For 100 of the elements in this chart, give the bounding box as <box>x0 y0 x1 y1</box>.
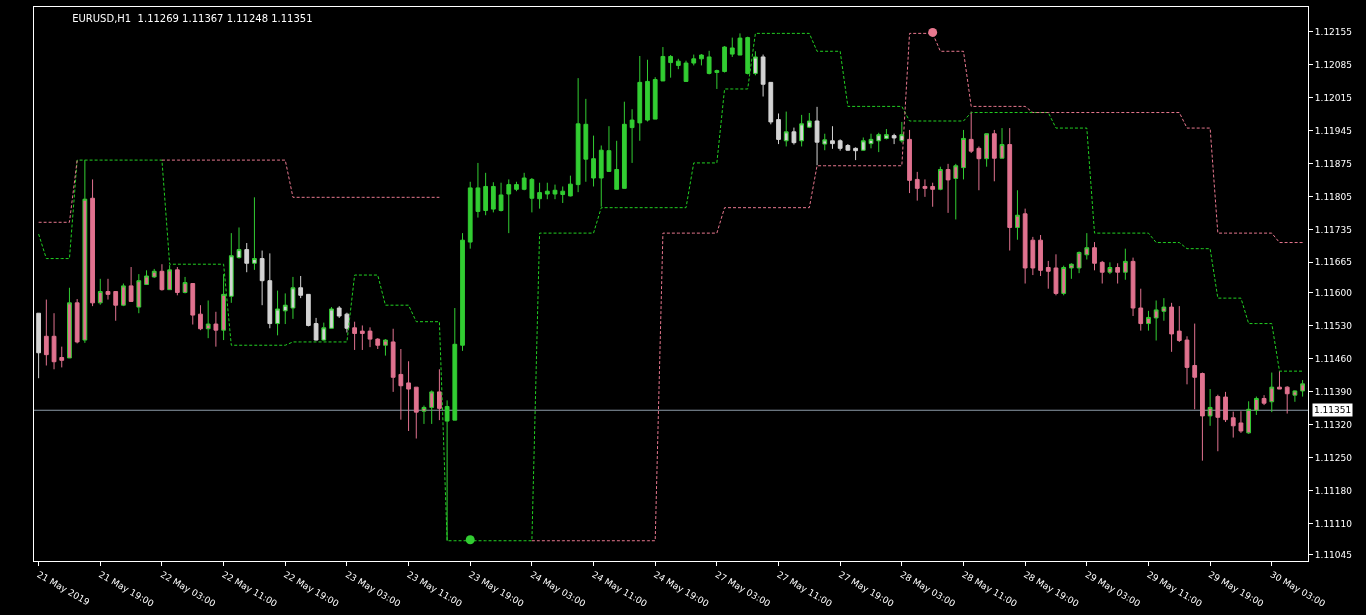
y-tick-label: 1.11250 <box>1314 452 1353 463</box>
candlestick <box>113 291 119 322</box>
candlestick <box>1215 394 1221 452</box>
candlestick <box>290 276 296 320</box>
candlestick <box>691 54 697 66</box>
candlestick <box>498 182 504 212</box>
candlestick <box>1038 234 1043 277</box>
candlestick <box>1130 257 1136 317</box>
candlestick <box>1138 288 1144 332</box>
candlestick <box>575 77 581 193</box>
candlestick <box>467 181 473 250</box>
candlestick <box>121 283 126 307</box>
candlestick <box>1007 127 1013 252</box>
candlestick <box>1161 297 1167 322</box>
candlestick <box>853 147 858 161</box>
text: EURUSD,H1 1.11269 1.11367 1.11248 1.11351 <box>72 13 313 25</box>
y-tick-label: 1.12155 <box>1314 26 1353 37</box>
candlestick <box>837 138 843 152</box>
candlestick <box>1223 391 1228 423</box>
candlestick <box>1030 236 1036 276</box>
y-tick-label: 1.11735 <box>1314 224 1353 235</box>
candlestick <box>329 306 334 329</box>
candlestick <box>151 268 157 279</box>
candlestick <box>984 133 989 168</box>
candlestick <box>1045 260 1051 290</box>
candlestick <box>660 46 666 82</box>
candlestick <box>1015 189 1020 241</box>
candlestick <box>598 145 604 208</box>
candlestick <box>1099 260 1105 285</box>
candlestick <box>406 360 411 432</box>
y-tick-label: 1.11530 <box>1314 321 1353 332</box>
candlestick <box>1146 310 1151 332</box>
candlestick <box>1061 265 1067 296</box>
candlestick <box>606 125 612 173</box>
candlestick <box>213 311 219 348</box>
candlestick <box>383 338 388 357</box>
candlestick <box>1200 372 1205 462</box>
candlestick <box>1076 250 1082 274</box>
candlestick <box>583 98 589 183</box>
candlestick <box>67 287 72 359</box>
candlestick <box>313 317 319 342</box>
candlestick <box>228 232 234 304</box>
candlestick <box>722 45 727 73</box>
candlestick <box>1176 305 1182 343</box>
y-tick-label: 1.11600 <box>1314 288 1353 299</box>
candlestick <box>968 111 974 154</box>
candlestick <box>1092 241 1097 271</box>
candlestick <box>799 114 805 147</box>
candlestick <box>860 136 866 152</box>
candlestick <box>614 140 620 190</box>
candlestick <box>1292 389 1298 403</box>
candlestick <box>352 321 358 351</box>
candlestick <box>236 226 242 260</box>
candlestick <box>891 133 897 145</box>
candlestick <box>537 182 542 210</box>
candlestick <box>506 178 512 234</box>
candlestick <box>1022 208 1028 285</box>
candlestick <box>90 178 95 307</box>
candlestick <box>560 185 566 204</box>
candlestick <box>845 143 851 152</box>
candlestick <box>460 232 465 352</box>
candlestick <box>190 283 196 326</box>
candlestick <box>1053 253 1059 296</box>
candlestick <box>221 273 226 341</box>
candlestick <box>182 276 188 294</box>
candlestick <box>128 266 134 302</box>
candlestick <box>174 266 180 296</box>
candlestick <box>907 129 912 194</box>
candlestick <box>830 125 835 150</box>
candlestick <box>1084 232 1090 260</box>
candlestick <box>244 242 250 273</box>
y-tick-label: 1.11945 <box>1314 125 1353 136</box>
candlestick <box>51 312 57 370</box>
candlestick <box>914 171 920 202</box>
y-tick-label: 1.11805 <box>1314 191 1353 202</box>
candlestick <box>745 36 751 75</box>
candlestick <box>729 37 735 58</box>
candlestick <box>1246 400 1252 435</box>
candlestick <box>97 278 103 306</box>
candlestick <box>390 328 396 393</box>
candlestick <box>259 250 265 306</box>
candlestick <box>305 293 311 327</box>
candlestick <box>806 112 812 129</box>
candlestick <box>753 50 758 76</box>
candlestick <box>136 273 142 314</box>
candlestick <box>621 101 627 189</box>
candlestick <box>275 290 280 336</box>
candlestick <box>945 163 951 214</box>
candlestick <box>1122 248 1128 281</box>
candlestick <box>1169 302 1174 353</box>
candlestick <box>737 32 743 56</box>
candlestick <box>413 386 419 440</box>
candlestick <box>344 312 350 334</box>
candlestick <box>198 304 203 331</box>
candlestick <box>652 76 658 120</box>
candlestick <box>1069 262 1074 280</box>
candlestick <box>159 263 165 292</box>
candlestick <box>1107 261 1113 275</box>
y-tick-label: 1.11665 <box>1314 257 1353 268</box>
candlestick <box>1300 379 1305 398</box>
